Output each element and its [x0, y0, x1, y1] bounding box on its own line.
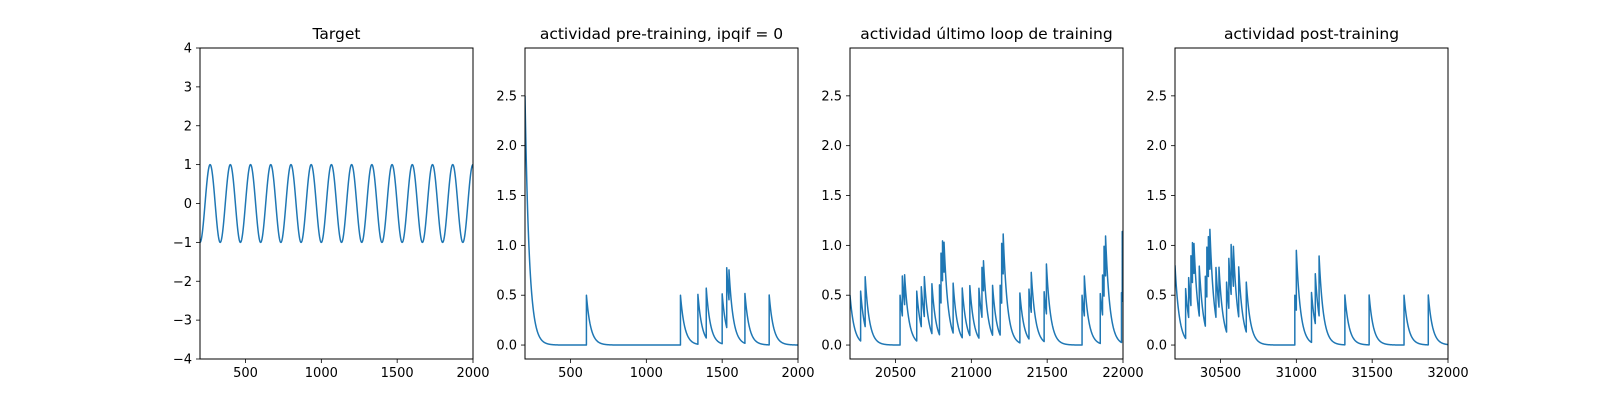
- y-tick-label: 0.5: [821, 289, 842, 304]
- x-tick-label: 21000: [951, 366, 992, 381]
- x-tick-label: 1500: [706, 366, 739, 381]
- y-tick-label: 1.0: [496, 239, 517, 254]
- y-tick-label: 2.0: [496, 139, 517, 154]
- y-tick-label: −2: [173, 275, 192, 290]
- y-tick-label: 2.5: [1146, 89, 1167, 104]
- axes-frame: [524, 47, 799, 360]
- y-tick-label: 0.0: [496, 339, 517, 354]
- x-tick-label: 20500: [875, 366, 916, 381]
- y-tick-label: 0: [184, 197, 192, 212]
- y-tick-label: 1.5: [821, 189, 842, 204]
- y-tick-label: 2.5: [496, 89, 517, 104]
- y-tick-label: 0.0: [1146, 339, 1167, 354]
- y-tick-label: 1: [184, 158, 192, 173]
- x-tick-label: 500: [558, 366, 583, 381]
- y-tick-label: 3: [184, 80, 192, 95]
- x-tick-label: 1500: [381, 366, 414, 381]
- subplot-title: Target: [312, 25, 361, 43]
- x-tick-label: 31500: [1351, 366, 1392, 381]
- x-tick-label: 30500: [1200, 366, 1241, 381]
- axes-frame: [849, 47, 1124, 360]
- y-tick-label: 0.5: [1146, 289, 1167, 304]
- subplot-title: actividad último loop de training: [860, 25, 1112, 43]
- x-tick-label: 21500: [1026, 366, 1067, 381]
- x-tick-label: 500: [233, 366, 258, 381]
- x-tick-label: 32000: [1427, 366, 1468, 381]
- x-tick-label: 2000: [456, 366, 489, 381]
- y-tick-label: 0.5: [496, 289, 517, 304]
- axes-frame: [1174, 47, 1449, 360]
- y-tick-label: 2.5: [821, 89, 842, 104]
- y-tick-label: 2: [184, 119, 192, 134]
- y-tick-label: 2.0: [821, 139, 842, 154]
- y-tick-label: 1.0: [821, 239, 842, 254]
- y-tick-label: 1.5: [496, 189, 517, 204]
- subplot-title: actividad pre-training, ipqif = 0: [540, 25, 783, 43]
- y-tick-label: 1.0: [1146, 239, 1167, 254]
- y-tick-label: −3: [173, 314, 192, 329]
- x-tick-label: 2000: [781, 366, 814, 381]
- series-line-1: [525, 95, 798, 346]
- x-tick-label: 1000: [305, 366, 338, 381]
- y-tick-label: 1.5: [1146, 189, 1167, 204]
- subplot-3: 20500 21000 21500 22000 0.0 0.5 1.0 1.5 2.0 2.5 ac…: [821, 25, 1143, 381]
- y-tick-label: −4: [173, 353, 192, 368]
- series-line-1: [1175, 228, 1448, 346]
- y-tick-label: −1: [173, 236, 192, 251]
- x-tick-label: 22000: [1102, 366, 1143, 381]
- series-line-1: [200, 163, 473, 244]
- y-tick-label: 4: [184, 42, 192, 57]
- subplot-2: 500 1000 1500 2000 0.0 0.5 1.0 1.5 2.0 2.5 activid…: [496, 25, 814, 381]
- x-tick-label: 1000: [630, 366, 663, 381]
- subplot-1: 500 1000 1500 2000 −4 −3 −2 −1 0 1 2 3 4 Target: [173, 25, 490, 381]
- x-tick-label: 31000: [1276, 366, 1317, 381]
- y-tick-label: 2.0: [1146, 139, 1167, 154]
- subplot-title: actividad post-training: [1224, 25, 1399, 43]
- series-line-1: [850, 230, 1123, 346]
- y-tick-label: 0.0: [821, 339, 842, 354]
- subplot-4: 30500 31000 31500 32000 0.0 0.5 1.0 1.5 2.0 2.5 ac…: [1146, 25, 1468, 381]
